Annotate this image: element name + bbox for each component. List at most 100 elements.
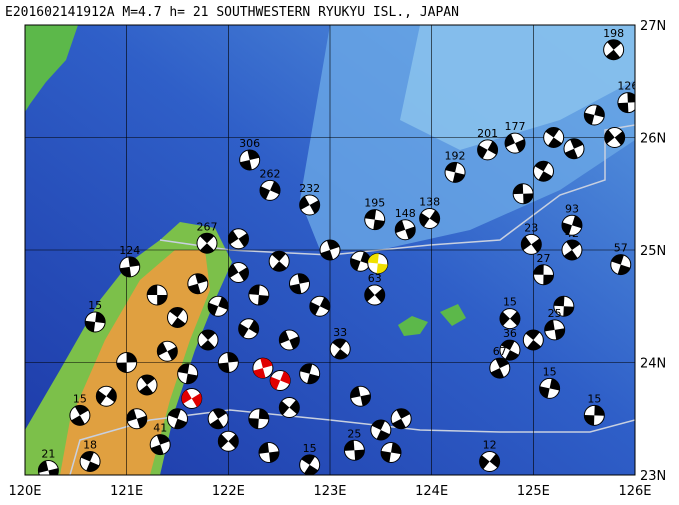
focal-mechanism bbox=[329, 338, 351, 360]
focal-mechanism bbox=[238, 318, 260, 340]
depth-label: 267 bbox=[196, 220, 217, 233]
lat-tick-label: 24N bbox=[640, 357, 666, 372]
focal-mechanism bbox=[479, 451, 501, 472]
depth-label: 148 bbox=[395, 207, 416, 220]
focal-mechanism bbox=[259, 179, 281, 201]
depth-label: 192 bbox=[445, 149, 466, 162]
ball-quadrant bbox=[490, 358, 509, 379]
ball-quadrant bbox=[85, 312, 106, 332]
focal-mechanism bbox=[561, 239, 583, 261]
focal-mechanism bbox=[553, 295, 575, 317]
depth-label: 36 bbox=[503, 327, 517, 340]
lat-tick-label: 25N bbox=[640, 244, 666, 259]
focal-mechanism bbox=[533, 264, 554, 286]
depth-label: 306 bbox=[239, 137, 260, 150]
ball-quadrant bbox=[38, 460, 59, 475]
depth-label: 25 bbox=[548, 307, 562, 320]
focal-mechanism bbox=[197, 329, 219, 351]
focal-mechanism bbox=[69, 404, 91, 426]
lon-tick-label: 126E bbox=[618, 484, 651, 499]
ball-quadrant bbox=[270, 371, 291, 390]
focal-mechanism bbox=[258, 442, 280, 463]
focal-mechanism bbox=[95, 385, 117, 407]
depth-label: 12 bbox=[483, 439, 497, 452]
ball-quadrant bbox=[344, 440, 365, 461]
iriomote bbox=[440, 304, 466, 326]
ball-quadrant bbox=[525, 329, 541, 351]
focal-mechanism bbox=[394, 219, 416, 241]
ball-quadrant bbox=[116, 352, 137, 373]
depth-label: 124 bbox=[119, 244, 140, 257]
ball-quadrant bbox=[119, 256, 140, 277]
ball-quadrant bbox=[367, 253, 388, 274]
lat-tick-label: 23N bbox=[640, 469, 666, 484]
focal-mechanism bbox=[603, 39, 625, 61]
ball-quadrant bbox=[238, 320, 259, 338]
ball-quadrant bbox=[71, 405, 89, 426]
focal-mechanism bbox=[248, 284, 270, 306]
focal-mechanism bbox=[37, 460, 59, 475]
focal-mechanism bbox=[419, 208, 441, 229]
ball-quadrant bbox=[617, 92, 635, 113]
focal-mechanism bbox=[343, 439, 365, 461]
ball-quadrant bbox=[168, 408, 187, 429]
focal-mechanism bbox=[187, 273, 209, 295]
lon-tick-label: 123E bbox=[313, 484, 346, 499]
focal-mechanism bbox=[561, 214, 583, 236]
focal-mechanism bbox=[228, 228, 249, 250]
focal-mechanism bbox=[269, 370, 291, 391]
china-coast bbox=[25, 25, 78, 112]
depth-label: 15 bbox=[587, 392, 601, 405]
ball-quadrant bbox=[169, 307, 186, 328]
ball-quadrant bbox=[301, 454, 319, 475]
focal-mechanism bbox=[146, 284, 168, 306]
ball-quadrant bbox=[584, 105, 605, 125]
ball-quadrant bbox=[279, 330, 300, 350]
trough-line bbox=[159, 124, 635, 256]
focal-mechanism bbox=[544, 319, 566, 341]
focal-mechanism bbox=[268, 250, 290, 272]
ball-quadrant bbox=[300, 363, 320, 384]
focal-mechanism bbox=[299, 194, 321, 216]
focal-mechanism bbox=[252, 357, 274, 379]
ball-quadrant bbox=[200, 330, 216, 350]
focal-mechanism bbox=[370, 419, 392, 441]
ball-quadrant bbox=[392, 408, 410, 429]
depth-label: 201 bbox=[477, 127, 498, 140]
focal-mechanism bbox=[390, 408, 412, 430]
ball-quadrant bbox=[208, 296, 229, 316]
lon-tick-label: 121E bbox=[110, 484, 143, 499]
depth-label: 15 bbox=[543, 365, 557, 378]
depth-label: 27 bbox=[537, 252, 551, 265]
depth-label: 93 bbox=[565, 202, 579, 215]
focal-mechanism bbox=[543, 127, 565, 148]
focal-mechanism bbox=[504, 132, 526, 154]
ball-quadrant bbox=[150, 434, 170, 455]
focal-mechanism bbox=[177, 363, 199, 385]
focal-mechanism bbox=[563, 138, 585, 160]
frame bbox=[24, 24, 636, 476]
ball-quadrant bbox=[611, 254, 631, 275]
focal-mechanism bbox=[156, 340, 178, 362]
focal-mechanism bbox=[350, 385, 371, 407]
ball-quadrant bbox=[563, 239, 581, 260]
focal-mechanism bbox=[167, 307, 188, 328]
ball-quadrant bbox=[80, 451, 100, 472]
focal-mechanism bbox=[181, 388, 203, 409]
ball-quadrant bbox=[499, 311, 520, 326]
focal-mechanism bbox=[79, 451, 101, 472]
ball-quadrant bbox=[279, 400, 300, 415]
ball-quadrant bbox=[253, 358, 273, 379]
ball-quadrant bbox=[96, 388, 117, 405]
ball-quadrant bbox=[606, 39, 622, 60]
lon-tick-label: 120E bbox=[8, 484, 41, 499]
depth-label: 15 bbox=[303, 442, 317, 455]
lon-tick-label: 125E bbox=[517, 484, 550, 499]
focal-mechanism bbox=[119, 256, 141, 278]
ball-quadrant bbox=[309, 297, 330, 316]
focal-mechanism bbox=[149, 434, 171, 456]
depth-label: 232 bbox=[299, 182, 320, 195]
ball-quadrant bbox=[248, 408, 269, 429]
ball-quadrant bbox=[534, 161, 553, 182]
